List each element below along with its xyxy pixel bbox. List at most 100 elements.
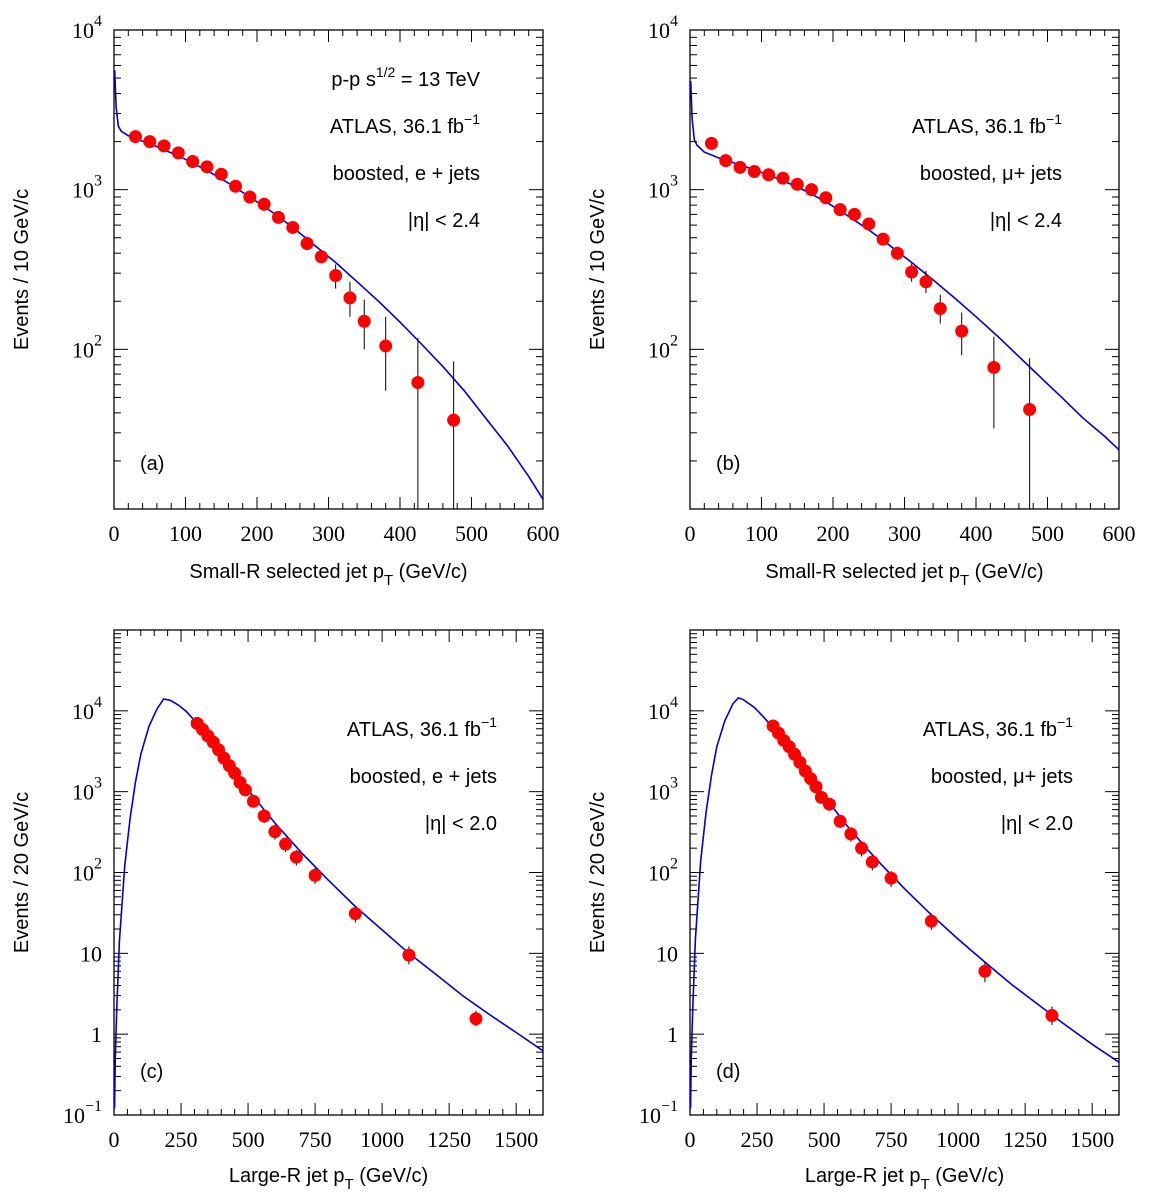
y-tick-label: 102 bbox=[72, 856, 102, 886]
panel-label: (a) bbox=[140, 453, 164, 475]
plot-frame bbox=[113, 29, 544, 510]
x-tick-label: 600 bbox=[1103, 521, 1136, 546]
annotation: |η| < 2.0 bbox=[1001, 813, 1073, 835]
plot-area bbox=[114, 698, 543, 1109]
plot-area bbox=[690, 696, 1119, 1109]
fit-curve bbox=[114, 70, 543, 500]
y-tick-label: 103 bbox=[72, 775, 102, 805]
x-tick-label: 300 bbox=[888, 521, 921, 546]
data-point bbox=[402, 948, 416, 962]
panel-d: 0 250 500 750 1000 1250 1500 10−1 1 10 102 103 104 La… bbox=[587, 629, 1120, 1193]
data-point bbox=[704, 136, 718, 150]
data-point bbox=[955, 324, 969, 338]
data-point bbox=[762, 168, 776, 182]
y-tick-label: 102 bbox=[72, 332, 102, 362]
data-point bbox=[314, 250, 328, 264]
data-point bbox=[279, 837, 293, 851]
x-tick-label: 400 bbox=[384, 521, 417, 546]
x-axis-title: Large-R jet pT (GeV/c) bbox=[805, 1165, 1004, 1193]
data-point bbox=[987, 360, 1001, 374]
data-point bbox=[733, 160, 747, 174]
x-tick-label: 500 bbox=[455, 521, 488, 546]
data-point bbox=[143, 135, 157, 149]
y-axis-title: Events / 10 GeV/c bbox=[11, 189, 33, 350]
annotation: ATLAS, 36.1 fb−1 bbox=[912, 111, 1062, 138]
data-point bbox=[809, 780, 823, 794]
data-point bbox=[805, 183, 819, 197]
y-tick-label: 10 bbox=[80, 941, 102, 966]
fit-curve bbox=[114, 698, 543, 1109]
data-point bbox=[268, 825, 282, 839]
data-point bbox=[822, 797, 836, 811]
data-point bbox=[379, 339, 393, 353]
data-point bbox=[833, 814, 847, 828]
data-point bbox=[924, 914, 938, 928]
data-point bbox=[844, 827, 858, 841]
x-tick-label: 400 bbox=[960, 521, 993, 546]
data-point bbox=[790, 177, 804, 191]
x-tick-label: 200 bbox=[817, 521, 850, 546]
y-tick-label: 104 bbox=[72, 13, 102, 43]
data-point bbox=[229, 179, 243, 193]
y-axis-title: Events / 20 GeV/c bbox=[11, 792, 33, 953]
annotation: |η| < 2.0 bbox=[425, 813, 497, 835]
data-point bbox=[128, 130, 142, 144]
annotation: boosted, e + jets bbox=[333, 163, 480, 185]
panel-label: (d) bbox=[716, 1061, 740, 1083]
data-point bbox=[228, 766, 242, 780]
data-point bbox=[186, 155, 200, 169]
x-tick-label: 300 bbox=[312, 521, 345, 546]
x-tick-label: 250 bbox=[741, 1127, 774, 1152]
data-point bbox=[300, 237, 314, 251]
x-axis-title: Large-R jet pT (GeV/c) bbox=[229, 1165, 428, 1193]
data-point bbox=[357, 314, 371, 328]
data-point bbox=[819, 191, 833, 205]
annotation: |η| < 2.4 bbox=[990, 210, 1062, 232]
data-point bbox=[855, 841, 869, 855]
data-point bbox=[747, 164, 761, 178]
annotation: boosted, μ+ jets bbox=[931, 766, 1073, 788]
x-tick-label: 500 bbox=[1031, 521, 1064, 546]
data-point bbox=[776, 171, 790, 185]
data-point bbox=[257, 197, 271, 211]
annotation: boosted, e + jets bbox=[350, 766, 497, 788]
data-point bbox=[862, 217, 876, 231]
data-point bbox=[238, 783, 252, 797]
data-point bbox=[271, 210, 285, 224]
data-point bbox=[833, 203, 847, 217]
data-point bbox=[246, 794, 260, 808]
data-point bbox=[214, 167, 228, 181]
data-point bbox=[289, 850, 303, 864]
y-tick-label: 1 bbox=[91, 1022, 102, 1047]
data-point bbox=[308, 868, 322, 882]
y-tick-label: 10−1 bbox=[639, 1098, 678, 1128]
fit-curve bbox=[690, 696, 1119, 1109]
data-point bbox=[348, 907, 362, 921]
x-tick-label: 1250 bbox=[427, 1127, 471, 1152]
data-point bbox=[865, 855, 879, 869]
data-point bbox=[1045, 1009, 1059, 1023]
data-point bbox=[257, 809, 271, 823]
data-point bbox=[200, 160, 214, 174]
x-tick-label: 1000 bbox=[360, 1127, 404, 1152]
y-tick-label: 104 bbox=[72, 694, 102, 724]
data-point bbox=[329, 269, 343, 283]
data-point bbox=[286, 220, 300, 234]
y-tick-label: 103 bbox=[72, 173, 102, 203]
x-tick-label: 1250 bbox=[1003, 1127, 1047, 1152]
x-tick-label: 600 bbox=[527, 521, 560, 546]
plot-frame bbox=[113, 629, 544, 1116]
y-tick-label: 102 bbox=[648, 856, 678, 886]
x-tick-label: 500 bbox=[232, 1127, 265, 1152]
y-axis-title: Events / 10 GeV/c bbox=[587, 189, 609, 350]
data-point bbox=[847, 207, 861, 221]
y-tick-label: 10−1 bbox=[63, 1098, 102, 1128]
x-tick-label: 1500 bbox=[494, 1127, 538, 1152]
x-tick-label: 250 bbox=[165, 1127, 198, 1152]
data-point bbox=[171, 146, 185, 160]
y-tick-label: 103 bbox=[648, 173, 678, 203]
x-tick-label: 200 bbox=[241, 521, 274, 546]
data-point bbox=[343, 291, 357, 305]
data-point bbox=[876, 232, 890, 246]
